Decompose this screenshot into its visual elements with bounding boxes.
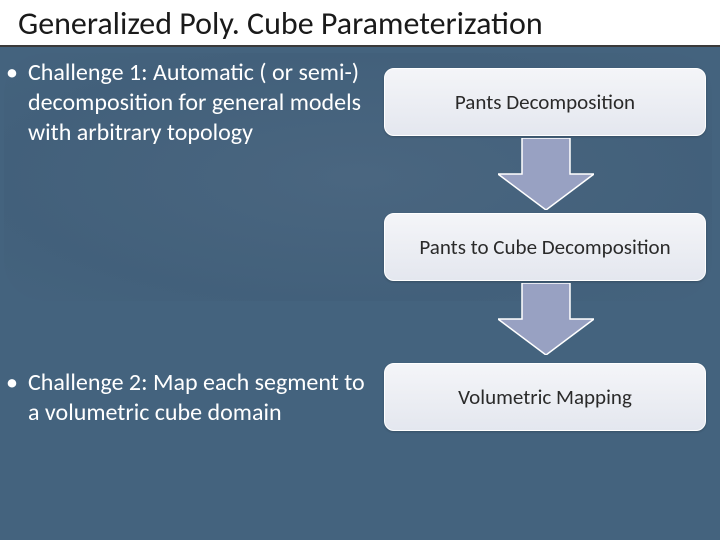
step-box-pants-to-cube: Pants to Cube Decomposition	[384, 213, 706, 281]
step-label: Pants to Cube Decomposition	[419, 234, 670, 260]
step-box-pants-decomposition: Pants Decomposition	[384, 68, 706, 136]
page-title: Generalized Poly. Cube Parameterization	[18, 4, 702, 43]
bullet-challenge-2: • Challenge 2: Map each segment to a vol…	[6, 368, 366, 428]
bullet-dot-icon: •	[6, 368, 18, 398]
step-box-volumetric-mapping: Volumetric Mapping	[384, 363, 706, 431]
arrow-down-icon	[498, 283, 594, 355]
bullet-text: Challenge 1: Automatic ( or semi-) decom…	[6, 58, 376, 148]
step-label: Pants Decomposition	[455, 89, 635, 115]
title-bar: Generalized Poly. Cube Parameterization	[0, 0, 720, 47]
bullet-challenge-1: • Challenge 1: Automatic ( or semi-) dec…	[6, 58, 376, 148]
arrow-down-icon	[498, 138, 594, 210]
bullet-dot-icon: •	[6, 58, 18, 88]
step-label: Volumetric Mapping	[458, 384, 632, 410]
bullet-text: Challenge 2: Map each segment to a volum…	[6, 368, 366, 428]
